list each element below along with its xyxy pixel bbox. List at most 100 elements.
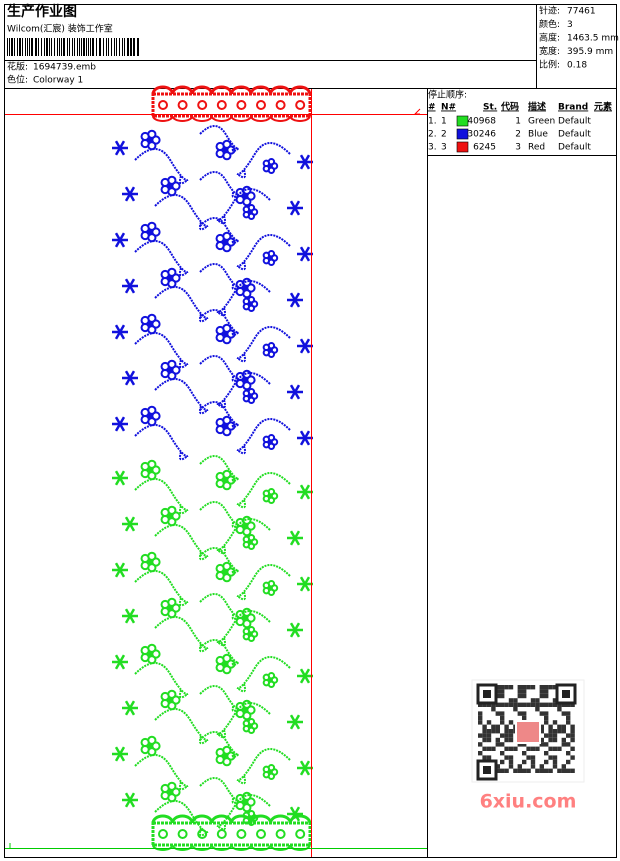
flower-center [268,348,272,352]
petal [267,342,276,350]
petal [267,580,276,588]
qr-cell [508,755,514,760]
qr-cell [557,707,562,712]
qr-cell [530,755,536,760]
stat-value: 77461 [567,7,596,17]
flower-center [167,275,173,281]
qr-cell [539,711,544,716]
petal [147,459,157,469]
bar [61,38,62,56]
eyelet [158,100,168,110]
qr-cell [491,724,496,729]
petal [167,267,177,277]
vine [154,800,209,837]
bar [114,38,115,56]
scallop [289,115,311,122]
vine [199,547,240,574]
flower-center [147,413,153,419]
bar [116,38,117,56]
qr-cell [552,759,558,765]
vine [236,564,291,601]
qr-cell [504,733,509,738]
bar [46,38,48,56]
petal [147,405,157,415]
qr-cell [539,768,544,773]
eyelet [158,829,168,839]
vine [236,418,291,455]
petal [222,415,232,425]
bar [9,38,10,56]
leaf [128,792,136,801]
scallop [269,844,292,851]
qr-cell [500,711,505,716]
petal [222,323,232,333]
bar [81,38,82,56]
qr-cell [566,733,571,738]
flower-center [248,302,252,306]
qr-cell [522,702,527,707]
qr-cell [552,746,558,751]
bar [57,38,58,56]
flower-center [268,586,272,590]
vine [134,332,189,369]
qr-cell [561,724,566,729]
vine [154,194,209,231]
flower-center [242,799,248,805]
stop: 3. [428,143,437,153]
qr-cell [530,685,536,690]
vine [236,748,291,785]
qr-cell [544,759,549,765]
design-file: 1694739.emb [33,63,96,73]
flower-center [147,467,153,473]
flower-center [242,523,248,529]
leaf [293,384,301,393]
leaf [303,576,311,585]
qr-cell [552,698,558,703]
bar [137,38,139,56]
qr-cell [544,711,549,716]
scallop [288,85,312,95]
qr-cell [544,715,549,721]
bar [49,38,50,56]
flower-center [147,559,153,565]
scallop [230,115,252,122]
petal [222,231,232,241]
qr-cell [517,685,522,690]
leaf [303,154,311,163]
bar [86,38,87,56]
qr-cell [495,711,500,716]
column-header: # [428,103,436,113]
leaf [118,470,126,479]
qr-cell [544,768,549,773]
qr-cell [522,759,527,765]
scallop [289,844,311,851]
scallop [269,115,292,122]
qr-cell [566,711,571,716]
qr-cell [535,702,540,707]
qr-cell [561,768,566,773]
qr-cell [530,702,536,707]
qr-cell [557,729,562,734]
qr-cell [539,729,544,734]
leaf [118,746,126,755]
petal [167,175,177,185]
qr-cell [495,737,500,743]
petal [247,626,256,634]
vine [134,570,189,607]
column-header: St. [483,103,497,113]
stitches: 6245 [473,143,496,153]
desc: Blue [528,130,548,140]
flower-center [268,770,272,774]
qr-cell [566,702,571,707]
qr-cell [504,729,509,734]
flower-center [268,494,272,498]
qr-cell [504,702,509,707]
bar [106,38,107,56]
column-header: Brand [558,103,588,113]
vine [154,708,209,745]
stitches: 40968 [467,117,496,127]
qr-cell [522,768,527,773]
leaf [128,516,136,525]
petal [267,158,276,166]
swatch [456,128,469,140]
